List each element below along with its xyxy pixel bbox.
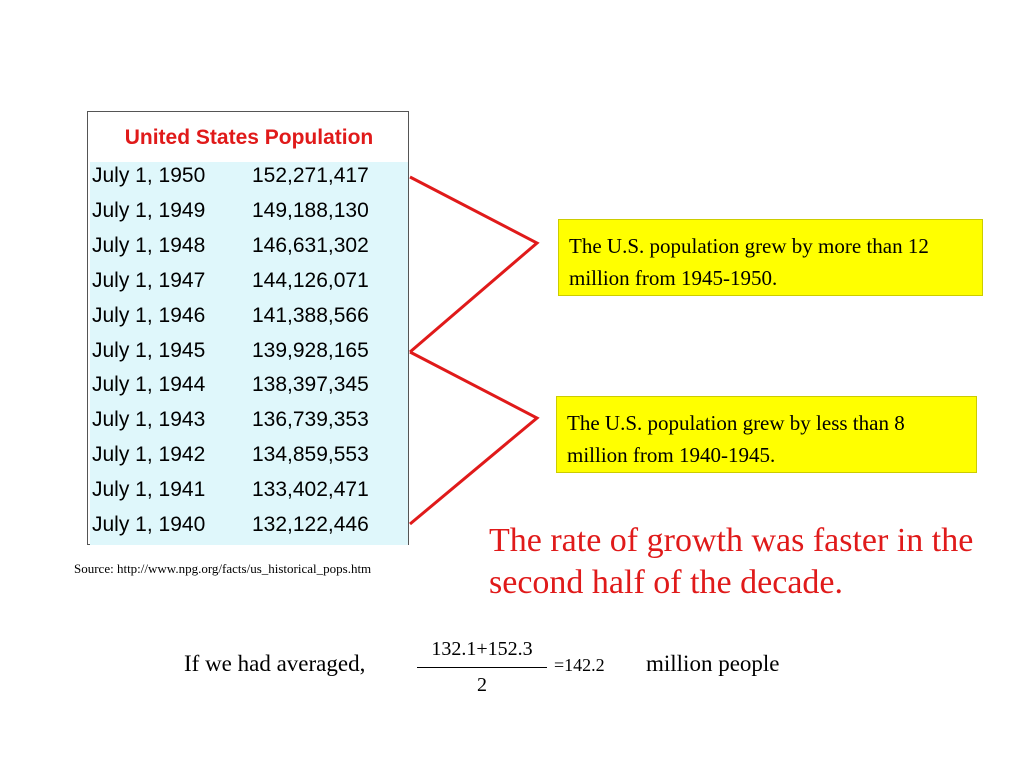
average-prefix: If we had averaged, <box>184 651 366 676</box>
row-population: 132,122,446 <box>252 513 369 536</box>
fraction-bar <box>417 667 547 668</box>
row-date: July 1, 1942 <box>92 443 206 467</box>
note-1945-1950: The U.S. population grew by more than 12… <box>558 219 983 296</box>
row-population: 149,188,130 <box>252 198 369 222</box>
bracket-bottom <box>409 350 540 526</box>
row-date: July 1, 1940 <box>92 513 206 536</box>
row-date: July 1, 1947 <box>92 268 206 292</box>
source-citation: Source: http://www.npg.org/facts/us_hist… <box>74 561 372 576</box>
table-title: United States Population <box>124 126 374 149</box>
average-suffix: million people <box>646 651 780 676</box>
row-date: July 1, 1943 <box>92 408 206 432</box>
row-date: July 1, 1945 <box>92 338 206 362</box>
row-population: 136,739,353 <box>252 408 369 432</box>
row-population: 134,859,553 <box>252 443 369 467</box>
row-population: 144,126,071 <box>252 268 369 292</box>
row-population: 146,631,302 <box>252 233 369 257</box>
row-date: July 1, 1948 <box>92 233 206 257</box>
fraction-denominator: 2 <box>477 674 487 696</box>
row-date: July 1, 1941 <box>92 478 206 502</box>
row-date: July 1, 1944 <box>92 373 206 397</box>
row-population: 141,388,566 <box>252 303 369 327</box>
row-population: 138,397,345 <box>252 373 369 397</box>
table-body: July 1, 1950 152,271,417 July 1, 1949 149,1… <box>90 162 408 545</box>
fraction-result: =142.2 <box>554 655 605 675</box>
row-date: July 1, 1949 <box>92 198 206 222</box>
row-population: 139,928,165 <box>252 338 369 362</box>
fraction-numerator: 132.1+152.3 <box>431 638 533 660</box>
population-table: United States Population July 1, 1950 152… <box>87 111 409 545</box>
bracket-top <box>409 175 540 354</box>
row-population: 133,402,471 <box>252 478 369 502</box>
note-1940-1945: The U.S. population grew by less than 8 … <box>556 396 977 473</box>
row-date: July 1, 1950 <box>92 164 206 187</box>
row-population: 152,271,417 <box>252 164 369 187</box>
row-date: July 1, 1946 <box>92 303 206 327</box>
conclusion-text: The rate of growth was faster in the sec… <box>489 522 974 601</box>
